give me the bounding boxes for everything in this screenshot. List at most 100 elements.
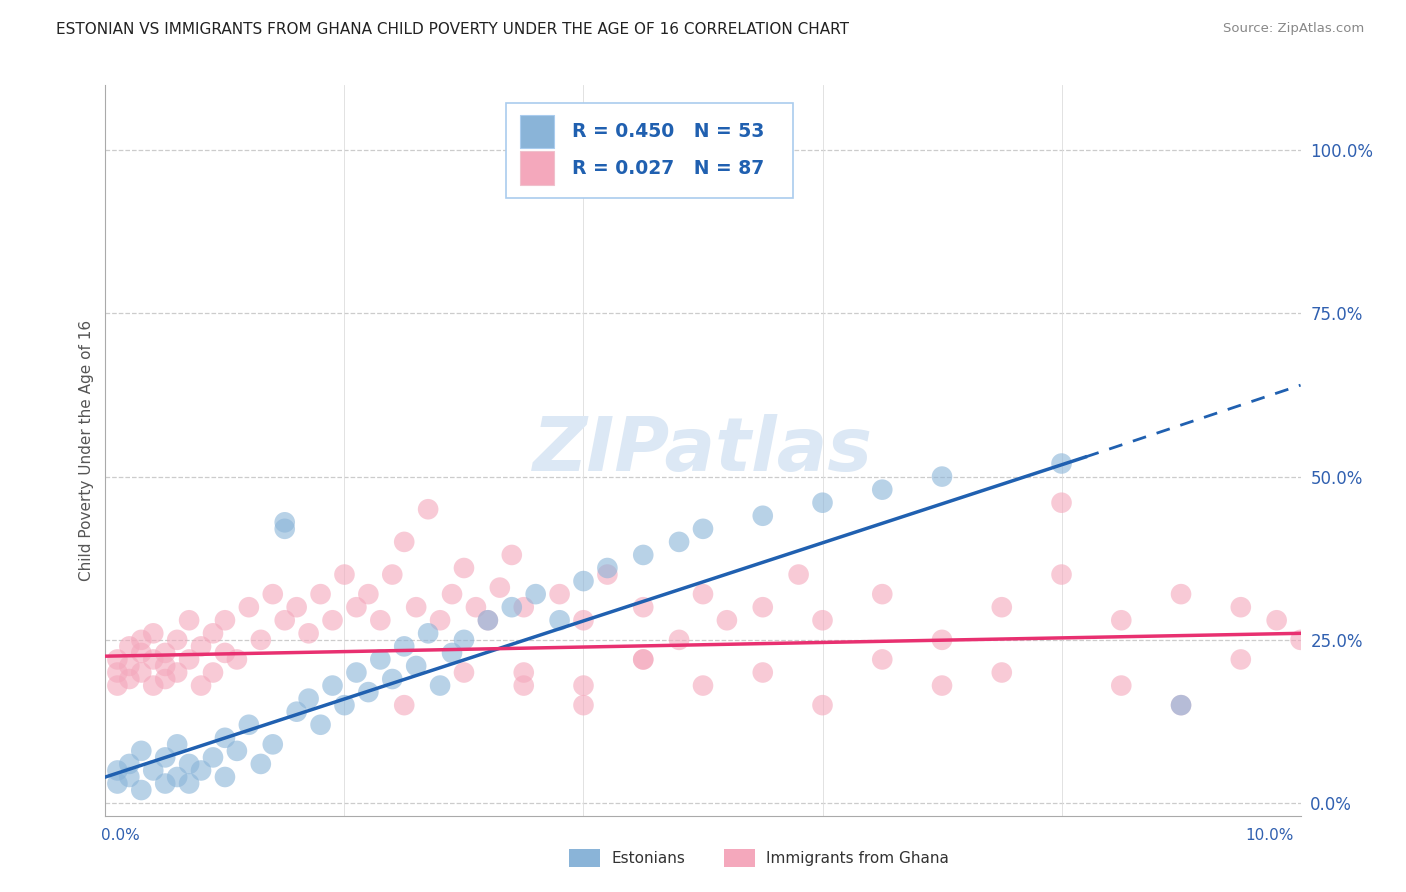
- Point: [225, 652, 249, 666]
- Point: [572, 698, 595, 713]
- Point: [333, 567, 356, 582]
- Y-axis label: Child Poverty Under the Age of 16: Child Poverty Under the Age of 16: [79, 320, 94, 581]
- Point: [107, 764, 129, 778]
- Point: [633, 600, 655, 615]
- Text: ESTONIAN VS IMMIGRANTS FROM GHANA CHILD POVERTY UNDER THE AGE OF 16 CORRELATION : ESTONIAN VS IMMIGRANTS FROM GHANA CHILD …: [56, 22, 849, 37]
- Point: [453, 632, 475, 647]
- Point: [811, 496, 834, 510]
- Point: [692, 522, 714, 536]
- Point: [633, 652, 655, 666]
- Bar: [520, 152, 554, 185]
- Point: [394, 534, 416, 549]
- Point: [572, 679, 595, 693]
- Point: [692, 587, 714, 601]
- Point: [513, 600, 536, 615]
- Text: 0.0%: 0.0%: [101, 828, 141, 843]
- Point: [142, 764, 165, 778]
- Point: [1170, 587, 1192, 601]
- Point: [118, 640, 141, 654]
- Point: [273, 522, 295, 536]
- Point: [381, 567, 404, 582]
- Point: [1265, 613, 1288, 627]
- Point: [429, 613, 451, 627]
- Point: [368, 652, 391, 666]
- Point: [166, 737, 188, 751]
- Point: [716, 613, 738, 627]
- Point: [1170, 698, 1192, 713]
- Point: [1229, 600, 1253, 615]
- Point: [250, 756, 273, 771]
- Point: [464, 600, 488, 615]
- Point: [429, 679, 451, 693]
- Point: [1050, 457, 1073, 471]
- Point: [107, 665, 129, 680]
- Point: [166, 770, 188, 784]
- Point: [118, 672, 141, 686]
- Point: [1111, 613, 1133, 627]
- Point: [872, 483, 894, 497]
- Point: [155, 776, 177, 790]
- Point: [155, 750, 177, 764]
- Point: [202, 626, 225, 640]
- Point: [142, 652, 165, 666]
- Point: [273, 516, 295, 530]
- Point: [118, 659, 141, 673]
- FancyBboxPatch shape: [506, 103, 793, 198]
- Point: [118, 770, 141, 784]
- Point: [872, 587, 894, 601]
- Point: [238, 600, 260, 615]
- Point: [872, 652, 894, 666]
- Point: [177, 652, 201, 666]
- Point: [166, 665, 188, 680]
- Point: [990, 665, 1012, 680]
- Point: [142, 679, 165, 693]
- Point: [118, 756, 141, 771]
- Point: [285, 600, 308, 615]
- Text: R = 0.027   N = 87: R = 0.027 N = 87: [572, 159, 763, 178]
- Point: [477, 613, 499, 627]
- Point: [633, 548, 655, 562]
- Point: [513, 665, 536, 680]
- Point: [225, 744, 249, 758]
- Point: [931, 469, 953, 483]
- Point: [298, 626, 321, 640]
- Point: [107, 776, 129, 790]
- Text: Source: ZipAtlas.com: Source: ZipAtlas.com: [1223, 22, 1364, 36]
- Text: Immigrants from Ghana: Immigrants from Ghana: [766, 851, 949, 865]
- Point: [751, 665, 773, 680]
- Point: [346, 600, 368, 615]
- Point: [596, 567, 619, 582]
- Point: [572, 574, 595, 588]
- Point: [501, 600, 523, 615]
- Point: [155, 646, 177, 660]
- Point: [285, 705, 308, 719]
- Point: [177, 756, 201, 771]
- Point: [811, 613, 834, 627]
- Point: [692, 679, 714, 693]
- Point: [250, 632, 273, 647]
- Point: [214, 646, 236, 660]
- Point: [990, 600, 1012, 615]
- Point: [129, 665, 153, 680]
- Point: [333, 698, 356, 713]
- Point: [357, 685, 380, 699]
- Point: [129, 744, 153, 758]
- Point: [155, 659, 177, 673]
- Text: Estonians: Estonians: [612, 851, 686, 865]
- Point: [273, 613, 295, 627]
- Point: [357, 587, 380, 601]
- Point: [1050, 496, 1073, 510]
- Point: [524, 587, 547, 601]
- Point: [321, 679, 344, 693]
- Point: [1170, 698, 1192, 713]
- Point: [418, 626, 440, 640]
- Point: [129, 632, 153, 647]
- Point: [309, 717, 332, 731]
- Point: [931, 679, 953, 693]
- Point: [107, 679, 129, 693]
- Point: [787, 567, 810, 582]
- Point: [405, 600, 427, 615]
- Point: [298, 691, 321, 706]
- Point: [548, 613, 571, 627]
- Point: [501, 548, 523, 562]
